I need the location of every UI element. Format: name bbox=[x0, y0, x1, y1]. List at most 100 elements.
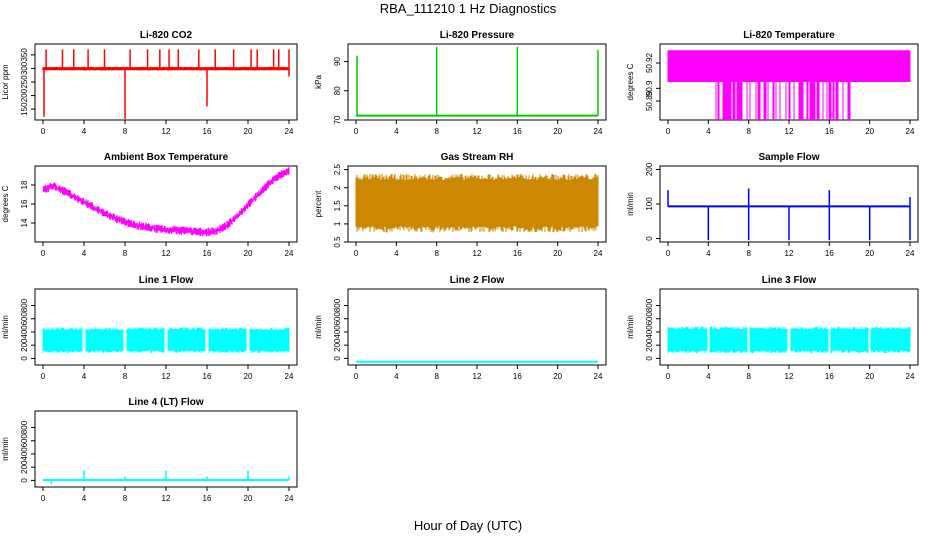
y-tick-label: 1.5 bbox=[333, 200, 342, 212]
x-tick-label: 20 bbox=[553, 127, 562, 136]
x-tick-label: 0 bbox=[41, 127, 46, 136]
x-tick-label: 16 bbox=[203, 494, 212, 503]
x-tick-label: 12 bbox=[162, 372, 171, 381]
y-tick-label: 1 bbox=[333, 221, 342, 226]
panel-frame bbox=[347, 288, 607, 366]
y-tick-label: 0 bbox=[20, 356, 29, 361]
x-tick-label: 24 bbox=[594, 127, 603, 136]
panel-ylabel: degrees C bbox=[1, 185, 10, 222]
x-tick-label: 4 bbox=[394, 372, 399, 381]
panel-title: Li-820 CO2 bbox=[140, 30, 193, 41]
y-tick-label: 70 bbox=[333, 115, 342, 124]
x-tick-label: 16 bbox=[825, 372, 834, 381]
y-tick-label: 800 bbox=[333, 298, 342, 312]
x-tick-label: 20 bbox=[244, 127, 253, 136]
panel-ylabel: ml/min bbox=[626, 315, 635, 339]
x-tick-label: 8 bbox=[123, 249, 128, 258]
x-tick-label: 16 bbox=[203, 372, 212, 381]
x-tick-label: 20 bbox=[244, 249, 253, 258]
panel-title: Gas Stream RH bbox=[441, 152, 514, 163]
panel-ylabel: percent bbox=[314, 190, 323, 217]
x-tick-label: 8 bbox=[123, 372, 128, 381]
x-tick-label: 16 bbox=[513, 127, 522, 136]
x-tick-label: 4 bbox=[394, 127, 399, 136]
y-tick-label: 50.92 bbox=[645, 52, 654, 73]
x-tick-label: 8 bbox=[123, 494, 128, 503]
y-tick-label: 90 bbox=[333, 57, 342, 66]
y-tick-label: 0 bbox=[645, 236, 654, 241]
y-tick-label: 80 bbox=[333, 86, 342, 95]
x-tick-label: 24 bbox=[906, 127, 915, 136]
x-tick-label: 0 bbox=[41, 494, 46, 503]
y-tick-label: 0 bbox=[645, 356, 654, 361]
series-band bbox=[42, 327, 290, 354]
y-tick-label: 400 bbox=[20, 447, 29, 461]
x-tick-label: 0 bbox=[354, 249, 359, 258]
x-tick-label: 24 bbox=[285, 127, 294, 136]
x-tick-label: 4 bbox=[706, 249, 711, 258]
y-tick-label: 300 bbox=[20, 61, 29, 75]
y-tick-label: 800 bbox=[20, 420, 29, 434]
x-tick-label: 24 bbox=[906, 249, 915, 258]
y-tick-label: 150 bbox=[20, 102, 29, 116]
x-tick-label: 4 bbox=[82, 127, 87, 136]
y-tick-label: 50.89 bbox=[645, 90, 654, 111]
y-tick-label: 200 bbox=[645, 162, 654, 176]
x-tick-label: 0 bbox=[666, 127, 671, 136]
x-tick-label: 8 bbox=[434, 127, 439, 136]
y-tick-label: 200 bbox=[20, 88, 29, 102]
y-tick-label: 350 bbox=[20, 48, 29, 62]
x-tick-label: 12 bbox=[162, 494, 171, 503]
x-tick-label: 20 bbox=[865, 372, 874, 381]
x-tick-label: 0 bbox=[666, 249, 671, 258]
y-tick-label: 200 bbox=[20, 460, 29, 474]
x-tick-label: 12 bbox=[162, 249, 171, 258]
x-tick-label: 8 bbox=[123, 127, 128, 136]
x-tick-label: 16 bbox=[203, 127, 212, 136]
y-tick-label: 600 bbox=[20, 434, 29, 448]
x-tick-label: 20 bbox=[865, 127, 874, 136]
y-tick-label: 100 bbox=[645, 197, 654, 211]
x-tick-label: 0 bbox=[41, 249, 46, 258]
x-tick-label: 8 bbox=[746, 249, 751, 258]
panel-frame bbox=[659, 288, 919, 366]
y-tick-label: 2.5 bbox=[333, 164, 342, 176]
panel-title: Li-820 Pressure bbox=[440, 30, 515, 41]
series-band bbox=[667, 326, 911, 354]
panel-title: Line 2 Flow bbox=[450, 275, 505, 286]
x-tick-label: 4 bbox=[706, 372, 711, 381]
x-tick-label: 8 bbox=[434, 249, 439, 258]
y-tick-label: 50.9 bbox=[645, 80, 654, 96]
y-tick-label: 2 bbox=[333, 185, 342, 190]
series-band bbox=[355, 173, 599, 233]
panel-ylabel: ml/min bbox=[1, 437, 10, 461]
x-tick-label: 24 bbox=[285, 494, 294, 503]
panel-title: Line 3 Flow bbox=[762, 275, 817, 286]
panel-title: Line 4 (LT) Flow bbox=[128, 397, 204, 408]
x-tick-label: 16 bbox=[203, 249, 212, 258]
y-tick-label: 600 bbox=[20, 312, 29, 326]
x-tick-label: 20 bbox=[865, 249, 874, 258]
x-tick-label: 12 bbox=[785, 249, 794, 258]
x-tick-label: 20 bbox=[244, 494, 253, 503]
x-tick-label: 20 bbox=[553, 249, 562, 258]
x-tick-label: 12 bbox=[473, 372, 482, 381]
x-tick-label: 4 bbox=[82, 494, 87, 503]
panel-ylabel: degrees C bbox=[626, 63, 635, 100]
panel-ylabel: ml/min bbox=[1, 315, 10, 339]
x-tick-label: 20 bbox=[244, 372, 253, 381]
figure-xlabel: Hour of Day (UTC) bbox=[413, 518, 523, 533]
panel-frame bbox=[347, 43, 607, 121]
y-tick-label: 800 bbox=[20, 298, 29, 312]
y-tick-label: 14 bbox=[20, 218, 29, 227]
panel-ylabel: ml/min bbox=[314, 315, 323, 339]
x-tick-label: 4 bbox=[706, 127, 711, 136]
y-tick-label: 0 bbox=[20, 478, 29, 483]
panel-ylabel: Licor ppm bbox=[1, 64, 10, 99]
y-tick-label: 250 bbox=[20, 75, 29, 89]
y-tick-label: 400 bbox=[20, 325, 29, 339]
y-tick-label: 0 bbox=[333, 356, 342, 361]
x-tick-label: 8 bbox=[434, 372, 439, 381]
x-tick-label: 4 bbox=[82, 372, 87, 381]
